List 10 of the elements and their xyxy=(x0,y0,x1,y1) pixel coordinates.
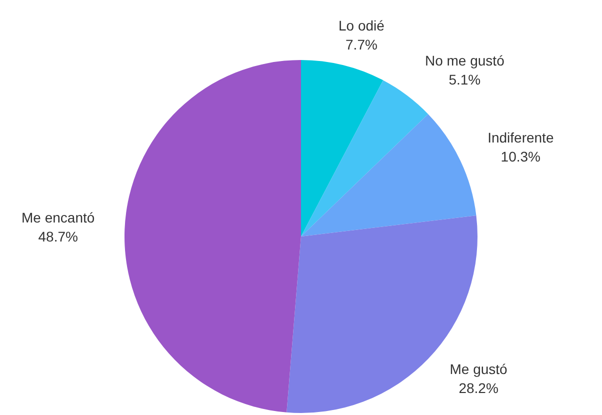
slice-label: No me gustó xyxy=(424,52,505,69)
data-label: 28.2% xyxy=(458,380,498,396)
slice-label: Lo odié xyxy=(338,17,385,34)
data-label: 10.3% xyxy=(500,148,540,164)
data-label: 48.7% xyxy=(38,228,78,244)
slice-label: Indiferente xyxy=(488,129,554,146)
data-label: 5.1% xyxy=(448,72,481,88)
slice-label: Me encantó xyxy=(22,209,95,226)
slice-label: Me gustó xyxy=(450,361,508,378)
data-label: 7.7% xyxy=(346,36,378,52)
